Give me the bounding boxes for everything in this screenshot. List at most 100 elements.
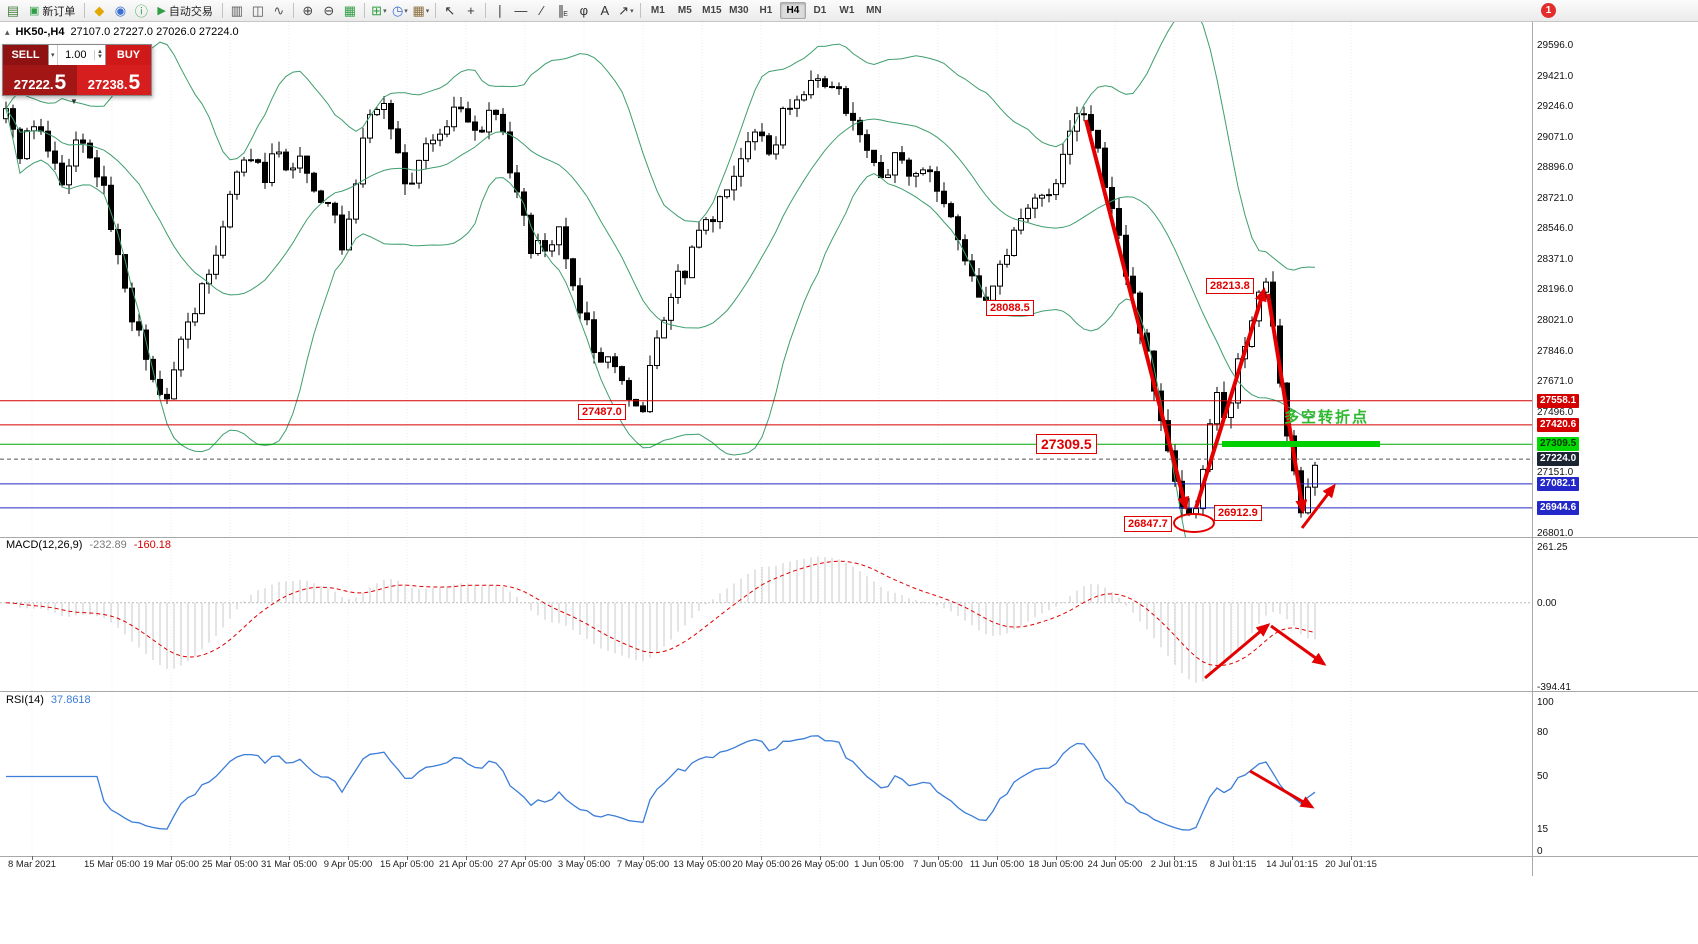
rsi-annotation-arrow[interactable]	[1249, 769, 1315, 809]
news-icon[interactable]: ⓘ	[134, 4, 148, 19]
new-chart-icon[interactable]: ▤	[6, 2, 20, 18]
candlesticks	[3, 70, 1318, 519]
zoom-out-icon[interactable]: ⊖	[323, 2, 335, 18]
time-axis-label: 7 May 05:00	[616, 859, 670, 870]
tile-windows-icon[interactable]: ▦	[343, 2, 357, 18]
sell-price-pip: 5	[54, 71, 67, 94]
trend-arrow[interactable]	[1266, 293, 1308, 514]
symbol-period-label: HK50-,H4	[15, 26, 65, 38]
rsi-name: RSI(14)	[6, 694, 44, 706]
volume-spinner[interactable]: ▲ ▼	[94, 49, 105, 60]
templates-icon[interactable]: ▦ ▾	[412, 2, 430, 18]
price-scale-label: 29421.0	[1537, 70, 1574, 82]
sell-price[interactable]: 27222. 5	[3, 65, 77, 95]
time-axis-label: 7 Jun 05:00	[913, 859, 963, 870]
timeframe-m30-button[interactable]: M30	[729, 5, 749, 16]
time-axis-label: 20 May 05:00	[732, 859, 790, 870]
chart-up-icon: ▴	[5, 26, 10, 37]
time-axis-label: 13 May 05:00	[673, 859, 731, 870]
timeframe-m15-button[interactable]: M15	[702, 5, 722, 16]
trend-arrow[interactable]	[1084, 119, 1190, 511]
price-scale-label: 28546.0	[1537, 223, 1574, 235]
trend-arrow[interactable]	[1194, 287, 1267, 509]
timeframe-d1-button[interactable]: D1	[813, 5, 827, 16]
mql5-market-icon[interactable]: ◆	[94, 2, 105, 18]
price-level-label: 27420.6	[1537, 417, 1580, 432]
trendline-icon[interactable]: ∕	[540, 3, 543, 18]
macd-scale-label: -394.41	[1537, 682, 1571, 693]
collapse-trade-panel-icon[interactable]: ▼	[70, 97, 78, 106]
panel-separator	[0, 691, 1698, 692]
timeframe-m5-button[interactable]: M5	[677, 5, 692, 16]
price-scale-label: 28371.0	[1537, 253, 1574, 265]
time-axis-label: 8 Mar 2021	[7, 859, 57, 870]
rsi-line	[6, 735, 1316, 831]
indicators-icon[interactable]: ⊞ ▾	[371, 2, 387, 18]
time-axis-label: 3 May 05:00	[557, 859, 611, 870]
notification-badge[interactable]: 1	[1541, 3, 1556, 18]
timeframe-h4-button[interactable]: H4	[779, 2, 806, 19]
price-scale-label: 29246.0	[1537, 101, 1574, 113]
new-order-button[interactable]: ▣ 新订单	[29, 5, 76, 18]
time-axis-label: 19 Mar 05:00	[143, 859, 199, 870]
sell-button[interactable]: SELL	[3, 45, 48, 65]
crosshair-icon[interactable]: +	[467, 3, 475, 18]
toolbar-separator	[484, 3, 486, 18]
fibonacci-icon[interactable]: φ	[579, 3, 589, 18]
time-axis-label: 18 Jun 05:00	[1028, 859, 1084, 870]
arrows-tool-icon[interactable]: ↗ ▾	[618, 2, 634, 18]
timeframe-w1-button[interactable]: W1	[839, 5, 855, 16]
buy-button[interactable]: BUY	[106, 45, 151, 65]
rsi-value: 37.8618	[50, 694, 91, 706]
volume-field[interactable]: ▾ 1.00 ▲ ▼	[48, 45, 106, 65]
spinner-down-icon[interactable]: ▼	[97, 54, 103, 60]
price-scale-label: 28721.0	[1537, 192, 1574, 204]
one-click-trading-panel: SELL ▾ 1.00 ▲ ▼ BUY 27222. 5 27238. 5	[2, 44, 152, 96]
horizontal-line-icon[interactable]: —	[514, 3, 528, 18]
macd-annotation-arrow[interactable]	[1204, 623, 1271, 680]
rsi-scale-label: 100	[1537, 697, 1554, 708]
candlestick-chart-icon[interactable]: ◫	[251, 2, 265, 18]
price-scale-label: 27671.0	[1537, 376, 1574, 388]
macd-annotation-arrow[interactable]	[1270, 624, 1327, 666]
timeframe-m1-button[interactable]: M1	[650, 5, 665, 16]
trend-arrow[interactable]	[1300, 483, 1336, 529]
buy-price[interactable]: 27238. 5	[77, 65, 151, 95]
timeframe-h1-button[interactable]: H1	[759, 5, 773, 16]
ohlc-values: 27107.0 27227.0 27026.0 27224.0	[70, 26, 239, 38]
spinner-up-icon[interactable]: ▲	[97, 49, 103, 55]
volume-value[interactable]: 1.00	[65, 49, 87, 61]
cursor-icon[interactable]: ↖	[444, 2, 456, 18]
periods-icon[interactable]: ◷ ▾	[391, 2, 408, 18]
price-level-label: 27082.1	[1537, 476, 1580, 491]
highlight-ellipse[interactable]	[1173, 513, 1215, 533]
autotrading-button[interactable]: ▶ 自动交易	[157, 5, 213, 18]
time-axis-label: 25 Mar 05:00	[202, 859, 258, 870]
main-chart[interactable]	[0, 22, 1532, 537]
bollinger-bands	[5, 22, 1316, 537]
bar-chart-icon[interactable]: ▥	[230, 2, 244, 18]
line-chart-icon[interactable]: ∿	[273, 2, 285, 18]
price-scale-label: 28021.0	[1537, 314, 1574, 326]
channel-icon[interactable]: ∥ E	[557, 2, 568, 18]
price-scale-label: 29071.0	[1537, 131, 1574, 143]
text-icon[interactable]: A	[600, 3, 610, 18]
time-axis-label: 20 Jul 01:15	[1325, 859, 1377, 870]
price-scale-label: 27846.0	[1537, 345, 1574, 357]
timeframe-mn-button[interactable]: MN	[866, 5, 882, 16]
vertical-line-icon[interactable]: ∣	[496, 2, 504, 18]
panel-separator	[0, 856, 1698, 857]
community-icon[interactable]: ◉	[114, 2, 127, 18]
price-scale-label: 28196.0	[1537, 284, 1574, 296]
toolbar-separator	[434, 3, 436, 18]
toolbar-separator	[221, 3, 223, 18]
time-axis-label: 31 Mar 05:00	[261, 859, 317, 870]
volume-dropdown-icon[interactable]: ▾	[49, 45, 58, 65]
turning-point-note[interactable]: 多空转折点	[1284, 409, 1370, 426]
price-level-label: 27309.5	[1537, 437, 1580, 452]
time-axis-label: 11 Jun 05:00	[969, 859, 1025, 870]
price-scale-label: 27151.0	[1537, 466, 1574, 478]
rsi-panel[interactable]	[0, 691, 1532, 856]
zoom-in-icon[interactable]: ⊕	[302, 2, 314, 18]
macd-panel[interactable]	[0, 537, 1532, 691]
